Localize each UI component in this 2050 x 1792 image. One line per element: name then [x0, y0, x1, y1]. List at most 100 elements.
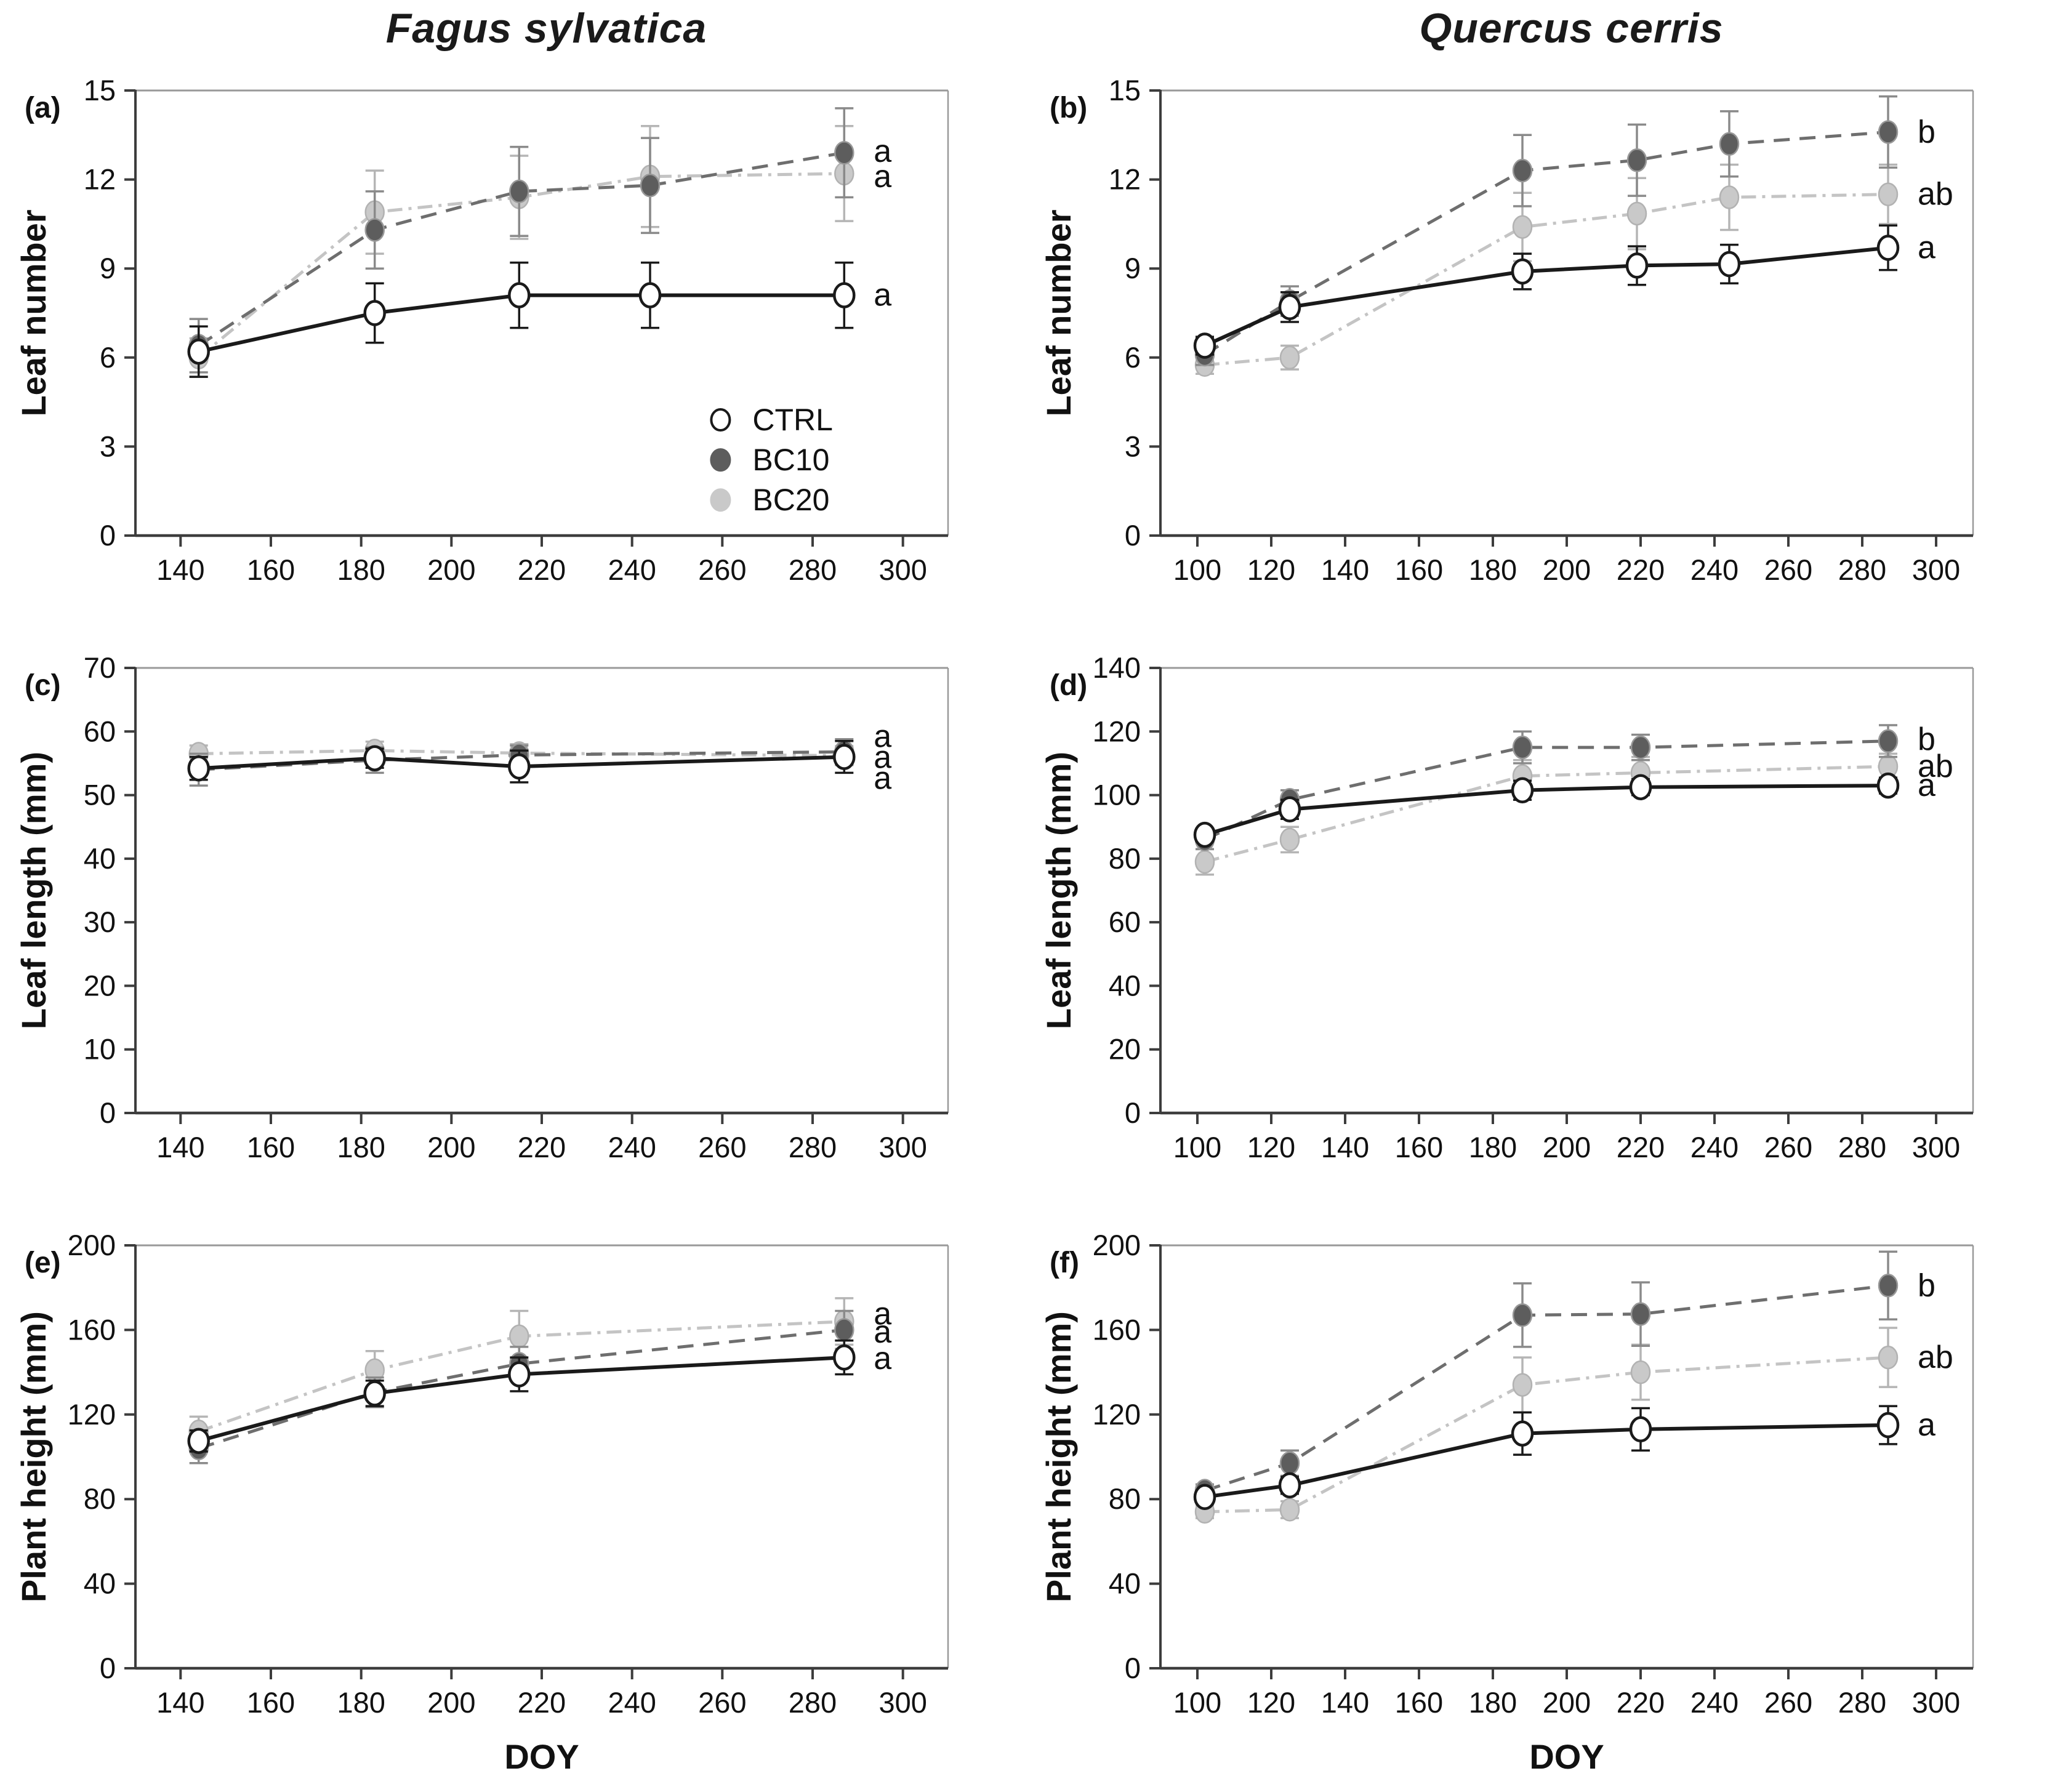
- x-tick-label: 260: [698, 1131, 746, 1163]
- x-tick-label: 220: [1617, 1131, 1665, 1163]
- bc10-marker: [1878, 120, 1899, 144]
- panel-a-chart: 0 3 6 9 12 15 140 160 180 200 220 240 260 280 300 Leaf …: [14, 74, 949, 586]
- series-BC20: a: [188, 1296, 891, 1448]
- y-tick-label: 40: [1109, 1567, 1141, 1600]
- y-axis: 0 3 6 9 12 15: [84, 74, 137, 552]
- y-tick-label: 6: [100, 341, 116, 374]
- bc20-marker: [1626, 201, 1647, 226]
- y-axis-title: Leaf number: [1039, 209, 1078, 416]
- sig-letter: a: [1918, 230, 1935, 266]
- x-tick-label: 140: [1321, 553, 1369, 586]
- x-tick-label: 280: [789, 1686, 837, 1719]
- sig-letter: a: [874, 761, 891, 797]
- x-tick-label: 220: [1617, 1686, 1665, 1719]
- x-axis-title: DOY: [504, 1737, 579, 1776]
- sig-letter: a: [874, 134, 891, 169]
- y-tick-label: 0: [100, 519, 116, 552]
- y-tick-label: 120: [1093, 1398, 1141, 1431]
- panel-letter: (f): [1050, 1247, 1079, 1279]
- ctrl-marker: [363, 745, 386, 771]
- bc10-marker: [1512, 1303, 1533, 1327]
- sig-letter: a: [874, 719, 891, 755]
- sig-letter: ab: [1918, 1340, 1953, 1375]
- panel-c: 0 10 20 30 40 50 60 70 140 160 180 200 220 240 260 280 3…: [0, 634, 1025, 1211]
- panel-d-chart: 0 20 40 60 80 100 120 140 100 120 140 160 180 200 220 2…: [1039, 651, 1974, 1163]
- panel-e-chart: 0 40 80 120 160 200 140 160 180 200 220 240 260 280 30…: [14, 1229, 949, 1776]
- ctrl-marker: [1625, 252, 1649, 279]
- x-tick-label: 100: [1173, 553, 1221, 586]
- panel-letter: (d): [1050, 669, 1087, 702]
- bc20-marker: [1512, 215, 1533, 239]
- y-tick-label: 200: [1093, 1229, 1141, 1261]
- y-axis-title: Leaf length (mm): [1039, 752, 1078, 1029]
- y-tick-label: 200: [68, 1229, 116, 1261]
- ctrl-marker: [363, 300, 386, 326]
- ctrl-marker: [1193, 332, 1216, 359]
- ctrl-marker: [508, 1361, 531, 1388]
- series-line: [1204, 765, 1889, 864]
- x-tick-label: 240: [608, 1686, 656, 1719]
- bc20-marker: [1279, 827, 1300, 852]
- ctrl-marker: [1511, 777, 1534, 804]
- series-CTRL: a: [187, 1339, 891, 1454]
- series-BC10: b: [1194, 1250, 1935, 1503]
- ctrl-marker: [187, 1428, 210, 1454]
- ctrl-marker: [833, 1344, 856, 1371]
- panel-letter: (e): [25, 1247, 61, 1279]
- x-tick-label: 260: [1764, 1686, 1812, 1719]
- x-tick-label: 140: [156, 553, 204, 586]
- y-tick-label: 80: [84, 1482, 116, 1515]
- bc10-marker: [1512, 735, 1533, 760]
- plot-box: [1160, 1244, 1974, 1668]
- ctrl-marker: [187, 755, 210, 782]
- plot-box: [135, 1244, 949, 1668]
- y-axis-title: Plant height (mm): [1039, 1311, 1078, 1602]
- x-tick-label: 200: [427, 1686, 475, 1719]
- x-tick-label: 200: [1543, 1131, 1591, 1163]
- ctrl-marker: [1511, 258, 1534, 285]
- y-tick-label: 20: [84, 969, 116, 1002]
- x-tick-label: 180: [337, 553, 385, 586]
- ctrl-marker: [1193, 821, 1216, 848]
- series-BC10: a: [188, 107, 891, 374]
- x-tick-label: 300: [1912, 1131, 1960, 1163]
- y-axis-title: Plant height (mm): [14, 1311, 53, 1602]
- bc10-marker: [1878, 1274, 1899, 1298]
- x-tick-label: 260: [698, 553, 746, 586]
- x-tick-label: 140: [156, 1131, 204, 1163]
- bc20-marker: [1719, 185, 1740, 209]
- sig-letter: a: [874, 278, 891, 313]
- sig-letter: a: [874, 1296, 891, 1332]
- bc10-marker: [834, 1318, 854, 1342]
- y-tick-label: 60: [84, 715, 116, 747]
- x-tick-label: 160: [247, 553, 295, 586]
- x-tick-label: 120: [1247, 1686, 1295, 1719]
- x-tick-label: 220: [518, 553, 566, 586]
- y-tick-label: 9: [100, 252, 116, 284]
- legend-ctrl-marker: [710, 408, 731, 432]
- x-tick-label: 280: [789, 1131, 837, 1163]
- x-tick-label: 220: [518, 1131, 566, 1163]
- series-line: [1204, 784, 1889, 837]
- y-tick-label: 160: [1093, 1313, 1141, 1346]
- bc20-marker: [1878, 1345, 1899, 1370]
- series-line: [198, 1356, 845, 1443]
- sig-letter: a: [874, 1341, 891, 1376]
- x-tick-label: 240: [1690, 553, 1738, 586]
- series-CTRL: a: [187, 261, 891, 378]
- x-tick-label: 180: [1469, 553, 1517, 586]
- ctrl-marker: [833, 282, 856, 308]
- ctrl-marker: [1876, 1412, 1900, 1439]
- y-axis: 0 20 40 60 80 100 120 140: [1093, 651, 1162, 1129]
- ctrl-marker: [1278, 1472, 1301, 1499]
- x-tick-label: 280: [1838, 553, 1886, 586]
- x-tick-label: 180: [337, 1686, 385, 1719]
- x-axis-title: DOY: [1529, 1737, 1604, 1776]
- series-line: [198, 1320, 845, 1433]
- ctrl-marker: [1193, 1484, 1216, 1511]
- y-tick-label: 80: [1109, 1482, 1141, 1515]
- y-tick-label: 100: [1093, 779, 1141, 811]
- column-title-fagus: Fagus sylvatica: [385, 5, 707, 52]
- plot-box: [1160, 89, 1974, 536]
- x-tick-label: 300: [878, 1131, 927, 1163]
